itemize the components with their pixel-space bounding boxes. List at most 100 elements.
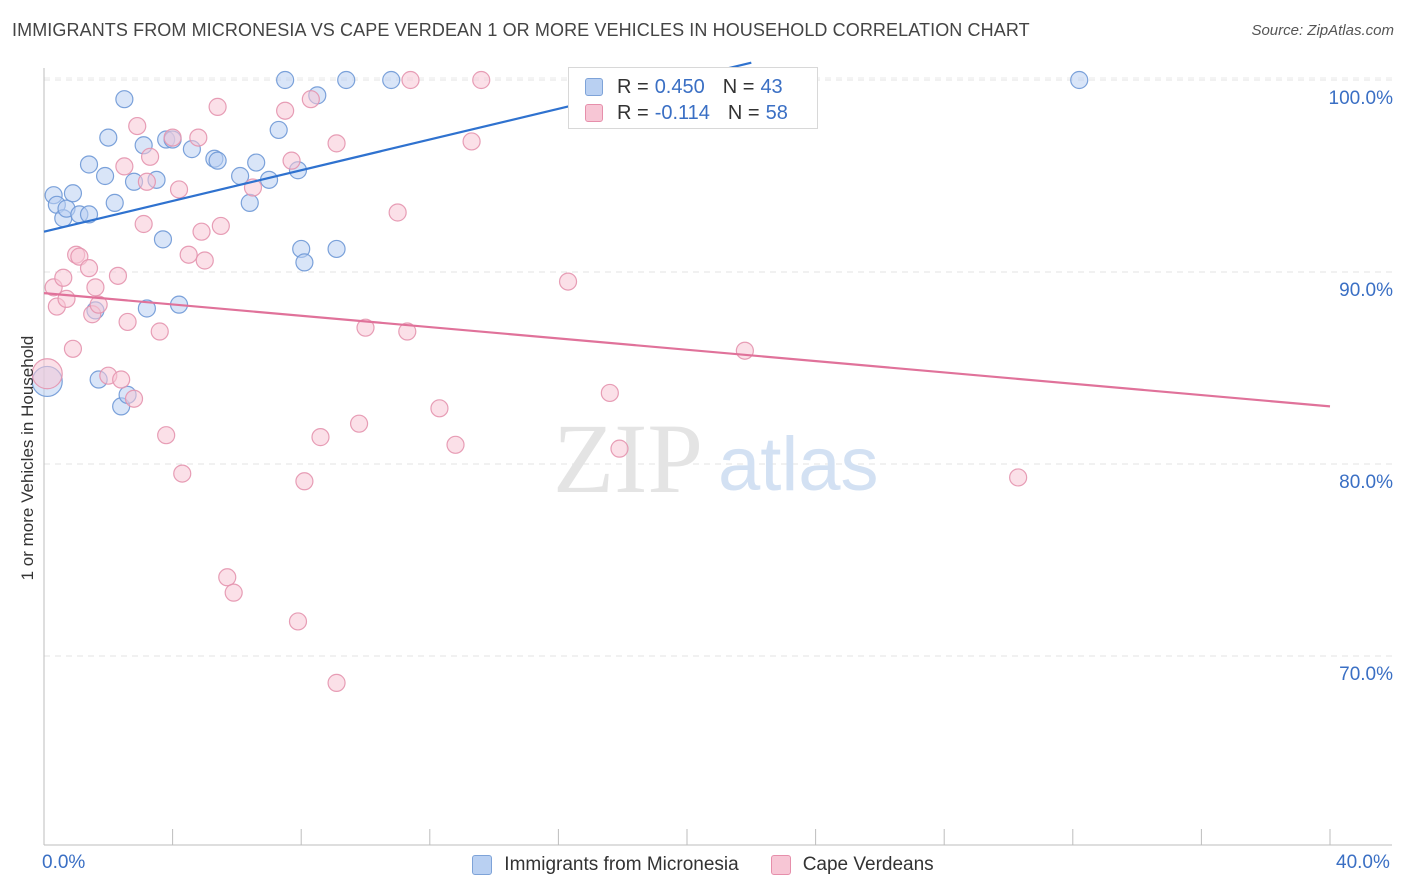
watermark: ZIP atlas	[553, 403, 879, 514]
series-cape-verdeans	[31, 70, 1028, 692]
y-tick-label: 100.0%	[1329, 88, 1394, 109]
y-tick-label: 90.0%	[1339, 280, 1393, 301]
data-point	[63, 184, 83, 203]
data-point	[157, 426, 176, 445]
data-point	[150, 322, 169, 341]
n-value: 43	[760, 75, 783, 98]
data-point	[112, 370, 131, 389]
data-point	[1009, 468, 1028, 487]
data-point	[349, 414, 369, 433]
data-point	[179, 245, 198, 264]
data-point	[169, 180, 189, 199]
pink-swatch-icon	[770, 855, 791, 875]
r-label: R =	[617, 101, 649, 124]
data-point	[140, 147, 160, 166]
data-point	[301, 90, 320, 109]
data-point	[224, 583, 243, 602]
data-point	[388, 203, 407, 222]
data-point	[282, 151, 301, 170]
data-point	[63, 339, 83, 358]
data-point	[1070, 70, 1089, 90]
data-point	[118, 312, 137, 332]
r-value: 0.450	[654, 75, 705, 98]
data-point	[462, 132, 481, 151]
pink-swatch-icon	[585, 104, 603, 122]
data-point	[295, 472, 314, 491]
data-point	[735, 341, 754, 360]
data-point	[276, 101, 295, 120]
data-point	[79, 205, 99, 224]
n-value: 58	[765, 101, 788, 124]
data-point	[195, 251, 214, 270]
data-point	[247, 153, 266, 172]
data-point	[327, 673, 346, 692]
data-point	[382, 70, 401, 90]
legend-item-cape-verdeans: Cape Verdeans	[770, 854, 934, 876]
data-point	[311, 428, 330, 447]
x-tick-label-min: 0.0%	[42, 852, 86, 873]
legend-label: Cape Verdeans	[802, 854, 934, 875]
data-point	[327, 239, 346, 259]
r-value: -0.114	[654, 101, 710, 124]
blue-swatch-icon	[585, 78, 603, 96]
data-point	[89, 295, 108, 314]
trend-line-cape-verdeans	[43, 292, 1331, 408]
data-point	[269, 120, 288, 140]
data-point	[398, 322, 417, 341]
data-point	[240, 193, 259, 212]
data-point	[124, 389, 144, 408]
data-point	[153, 230, 173, 249]
data-point	[31, 358, 63, 390]
data-point	[600, 383, 619, 403]
n-label: N =	[722, 75, 755, 98]
watermark-zip: ZIP	[553, 403, 703, 514]
legend-label: Immigrants from Micronesia	[504, 854, 739, 875]
data-point	[208, 97, 227, 116]
y-tick-labels: 100.0% 90.0% 80.0% 70.0%	[1329, 88, 1394, 685]
data-point	[115, 90, 134, 109]
data-point	[430, 399, 449, 418]
data-point	[137, 172, 156, 191]
blue-swatch-icon	[472, 855, 493, 875]
data-point	[610, 439, 629, 458]
data-point	[79, 155, 99, 174]
chart-title: IMMIGRANTS FROM MICRONESIA VS CAPE VERDE…	[12, 20, 1030, 40]
data-point	[446, 435, 465, 454]
data-point	[105, 193, 124, 212]
data-point	[189, 128, 208, 147]
data-point	[57, 289, 76, 308]
y-tick-label: 80.0%	[1339, 472, 1393, 493]
data-point	[95, 166, 115, 186]
data-point	[108, 266, 128, 285]
stats-row-cape-verdeans: R = -0.114 N = 58	[585, 100, 788, 126]
n-label: N =	[727, 101, 760, 124]
data-point	[472, 70, 491, 90]
data-point	[192, 222, 211, 241]
data-point	[128, 116, 147, 136]
data-point	[54, 268, 73, 287]
source-credit: Source: ZipAtlas.com	[1251, 22, 1394, 39]
axes	[43, 68, 1392, 846]
y-axis-label: 1 or more Vehicles in Household	[18, 335, 37, 581]
data-point	[356, 318, 375, 337]
x-tick-label-max: 40.0%	[1336, 852, 1390, 873]
data-point	[115, 157, 134, 176]
stats-legend: R = 0.450 N = 43 R = -0.114 N = 58	[568, 67, 818, 129]
y-tick-label: 70.0%	[1339, 664, 1393, 685]
data-point	[163, 128, 182, 147]
data-point	[211, 216, 230, 236]
data-point	[208, 151, 227, 170]
stats-row-micronesia: R = 0.450 N = 43	[585, 74, 783, 100]
data-point	[288, 612, 308, 631]
series-legend: Immigrants from Micronesia Cape Verdeans	[0, 851, 1406, 879]
data-point	[558, 272, 578, 291]
data-point	[276, 70, 295, 90]
data-point	[295, 253, 314, 272]
data-point	[79, 259, 99, 278]
data-point	[401, 70, 420, 90]
watermark-atlas: atlas	[718, 422, 879, 507]
data-point	[99, 128, 118, 147]
data-point	[173, 464, 192, 483]
grid-lines	[44, 77, 1392, 657]
